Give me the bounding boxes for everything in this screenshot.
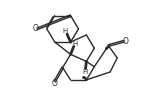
Text: O: O [33, 24, 39, 33]
Text: O: O [123, 37, 129, 46]
Text: H: H [72, 41, 78, 47]
Text: H: H [82, 69, 88, 75]
Text: H: H [63, 29, 68, 34]
Text: O: O [52, 79, 58, 88]
